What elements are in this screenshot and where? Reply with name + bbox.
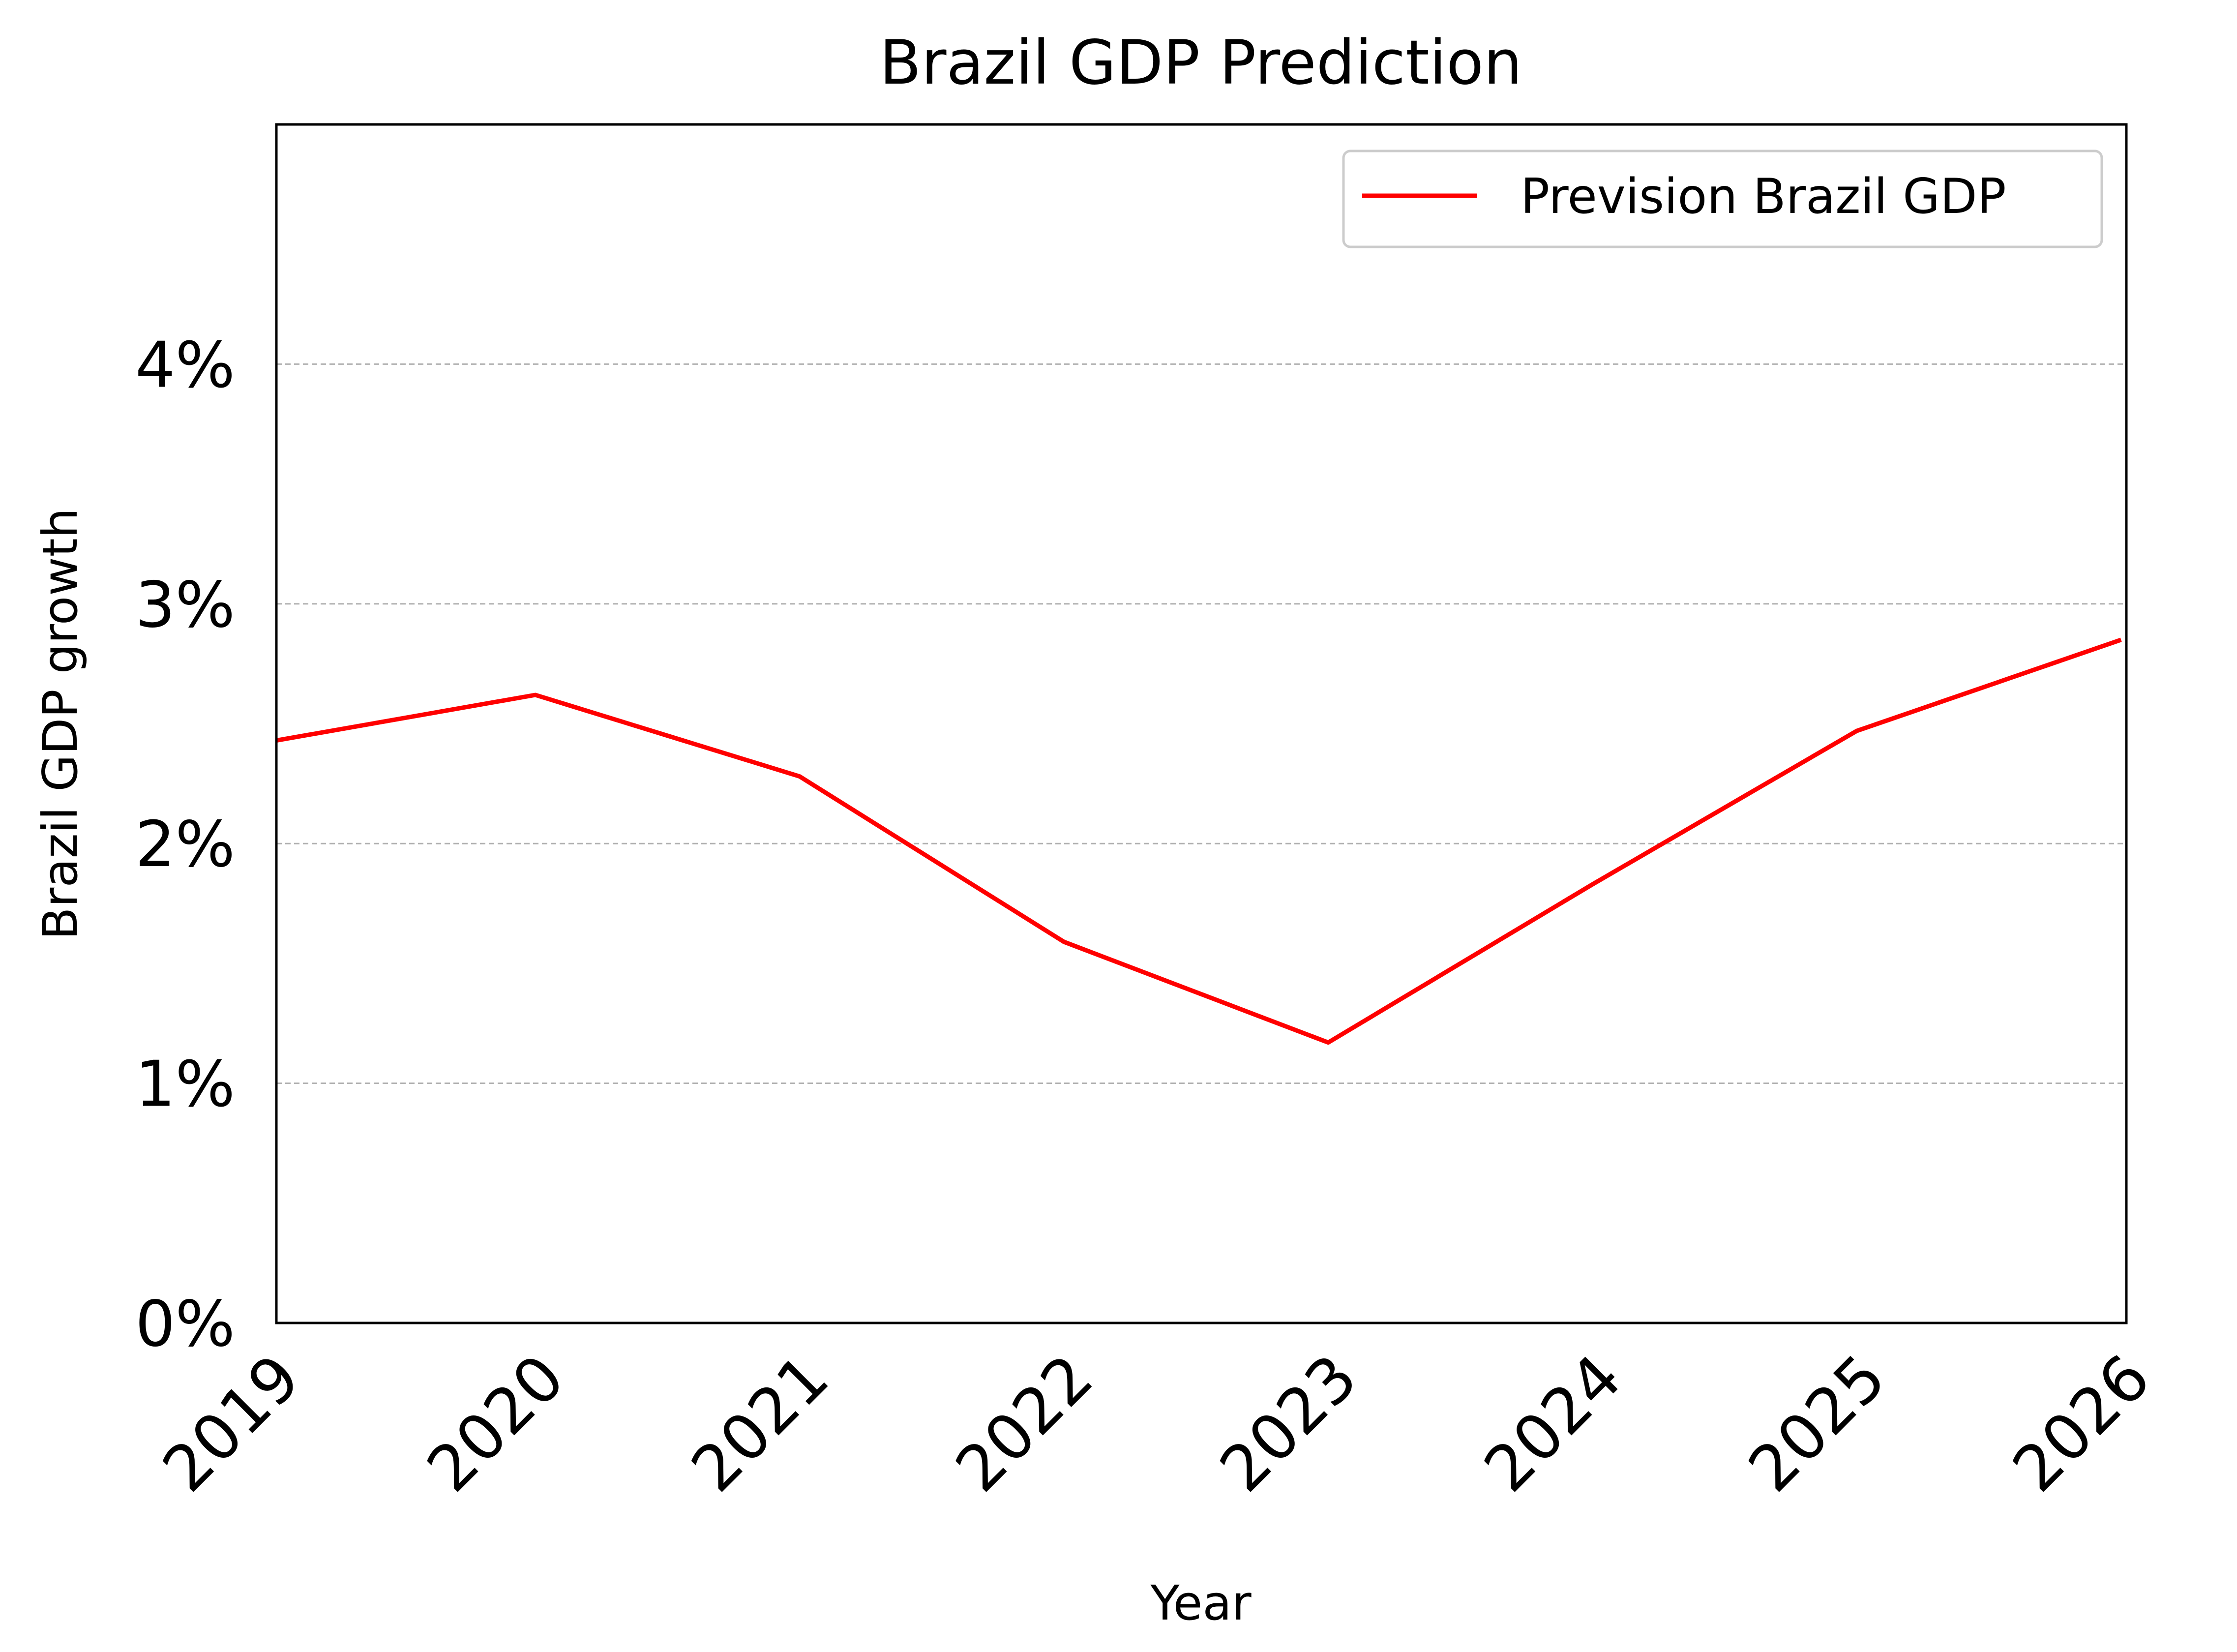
chart-title: Brazil GDP Prediction	[879, 28, 1522, 98]
plot-series	[276, 637, 2122, 1045]
legend-entry-label: Prevision Brazil GDP	[1521, 169, 2006, 225]
plot-frame	[275, 123, 2128, 1324]
y-axis-ticks: 0% 1% 2% 3% 4%	[135, 329, 235, 1361]
x-axis-label: Year	[1150, 1575, 1251, 1631]
legend-box	[1342, 150, 2103, 248]
y-axis-label: Brazil GDP growth	[32, 508, 88, 940]
y-tick-label: 3%	[135, 569, 235, 642]
y-tick-label: 2%	[135, 808, 235, 881]
series-line	[276, 637, 2122, 1045]
legend: Prevision Brazil GDP	[1342, 150, 2103, 248]
y-gridlines	[276, 363, 2126, 1084]
y-tick-label: 4%	[135, 329, 235, 402]
y-tick-label: 1%	[135, 1048, 235, 1121]
y-tick-label: 0%	[135, 1288, 235, 1361]
